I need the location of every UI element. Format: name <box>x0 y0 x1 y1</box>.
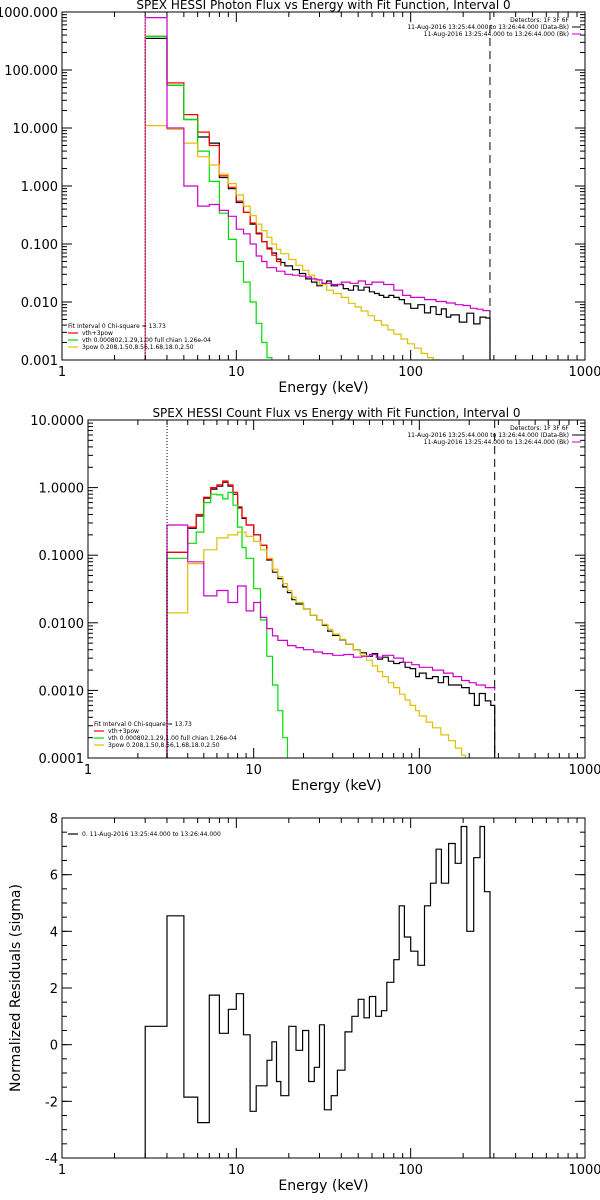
y-tick-label: 10.000 <box>13 122 59 137</box>
y-tick-label: 0.001 <box>21 354 58 369</box>
detector-annotation: 11-Aug-2016 13:25:44.000 to 13:26:44.000… <box>424 31 569 38</box>
series-line-vth+3pow <box>166 480 274 758</box>
y-axis-label: Normalized Residuals (sigma) <box>8 884 24 1092</box>
legend-entry: vth 0.000802,1.29,1.00 full chian 1.26e-… <box>82 337 211 344</box>
series-line-residuals <box>144 825 491 1158</box>
y-tick-label: 6 <box>50 869 58 884</box>
legend-entry: Fit Interval 0 Chi-square = 13.73 <box>94 721 192 728</box>
x-tick-label: 100 <box>398 365 423 380</box>
plot-frame <box>87 419 586 759</box>
detector-annotation: Detectors: 1F 3F 6F <box>510 17 569 24</box>
chart-title: SPEX HESSI Count Flux vs Energy with Fit… <box>152 406 520 420</box>
series-line-vth <box>144 35 273 360</box>
y-tick-label: 0.0100 <box>39 617 85 632</box>
legend-entry: vth+3pow <box>82 330 113 337</box>
x-tick-label: 10 <box>245 763 262 778</box>
legend-entry: 0. 11-Aug-2016 13:25:44.000 to 13:26:44.… <box>82 831 221 838</box>
legend-entry: 3pow 0.208,1.50,8.56,1.68,18.0,2.50 <box>82 344 194 351</box>
y-tick-label: 0.1000 <box>39 549 85 564</box>
detector-annotation: 11-Aug-2016 13:25:44.000 to 13:26:44.000… <box>407 432 569 439</box>
y-tick-label: 1.0000 <box>39 482 85 497</box>
x-tick-label: 1 <box>84 763 92 778</box>
y-tick-label: 4 <box>50 925 58 940</box>
x-tick-label: 1000 <box>568 365 600 380</box>
detector-annotation: Detectors: 1F 3F 6F <box>510 425 569 432</box>
x-axis-label: Energy (keV) <box>291 778 381 794</box>
series-line-data <box>166 481 496 758</box>
series-line-vth+3pow <box>144 35 282 360</box>
legend-entry: vth+3pow <box>108 728 139 735</box>
series-line-3pow <box>144 125 442 360</box>
x-tick-label: 1 <box>58 1163 66 1178</box>
series-line-background <box>166 524 496 758</box>
x-tick-label: 10 <box>228 365 245 380</box>
y-tick-label: 0.100 <box>21 238 58 253</box>
x-tick-label: 1000 <box>568 763 600 778</box>
x-axis-label: Energy (keV) <box>278 380 368 396</box>
y-tick-label: 0.0001 <box>39 752 85 767</box>
x-axis-label: Energy (keV) <box>278 1178 368 1194</box>
y-tick-label: 0.010 <box>21 296 58 311</box>
y-tick-label: 100.000 <box>4 64 58 79</box>
series-line-3pow <box>166 531 467 758</box>
detector-annotation: 11-Aug-2016 13:25:44.000 to 13:26:44.000… <box>407 24 569 31</box>
x-tick-label: 100 <box>398 1163 423 1178</box>
y-tick-label: 8 <box>50 812 58 827</box>
series-line-vth <box>166 491 289 758</box>
x-tick-label: 1000 <box>568 1163 600 1178</box>
y-tick-label: 0 <box>50 1039 58 1054</box>
y-tick-label: -4 <box>45 1152 58 1167</box>
y-tick-label: 0.0010 <box>39 684 85 699</box>
x-tick-label: 10 <box>228 1163 245 1178</box>
y-tick-label: 2 <box>50 982 58 997</box>
y-tick-label: 1000.000 <box>0 6 58 21</box>
legend-entry: 3pow 0.208,1.50,8.56,1.68,18.0,2.50 <box>108 742 220 749</box>
detector-annotation: 11-Aug-2016 13:25:44.000 to 13:26:44.000… <box>424 439 569 446</box>
x-tick-label: 1 <box>58 365 66 380</box>
y-tick-label: 1.000 <box>21 180 58 195</box>
y-tick-label: 10.0000 <box>30 414 84 429</box>
legend-entry: vth 0.000802,1.29,1.00 full chian 1.26e-… <box>108 735 237 742</box>
series-line-background <box>144 17 491 360</box>
series-line-data <box>144 37 491 360</box>
chart-title: SPEX HESSI Photon Flux vs Energy with Fi… <box>136 0 510 12</box>
y-tick-label: -2 <box>45 1095 58 1110</box>
plot-frame <box>61 817 586 1159</box>
legend-entry: Fit Interval 0 Chi-square = 13.73 <box>68 323 166 330</box>
plot-frame <box>61 11 586 361</box>
x-tick-label: 100 <box>407 763 432 778</box>
